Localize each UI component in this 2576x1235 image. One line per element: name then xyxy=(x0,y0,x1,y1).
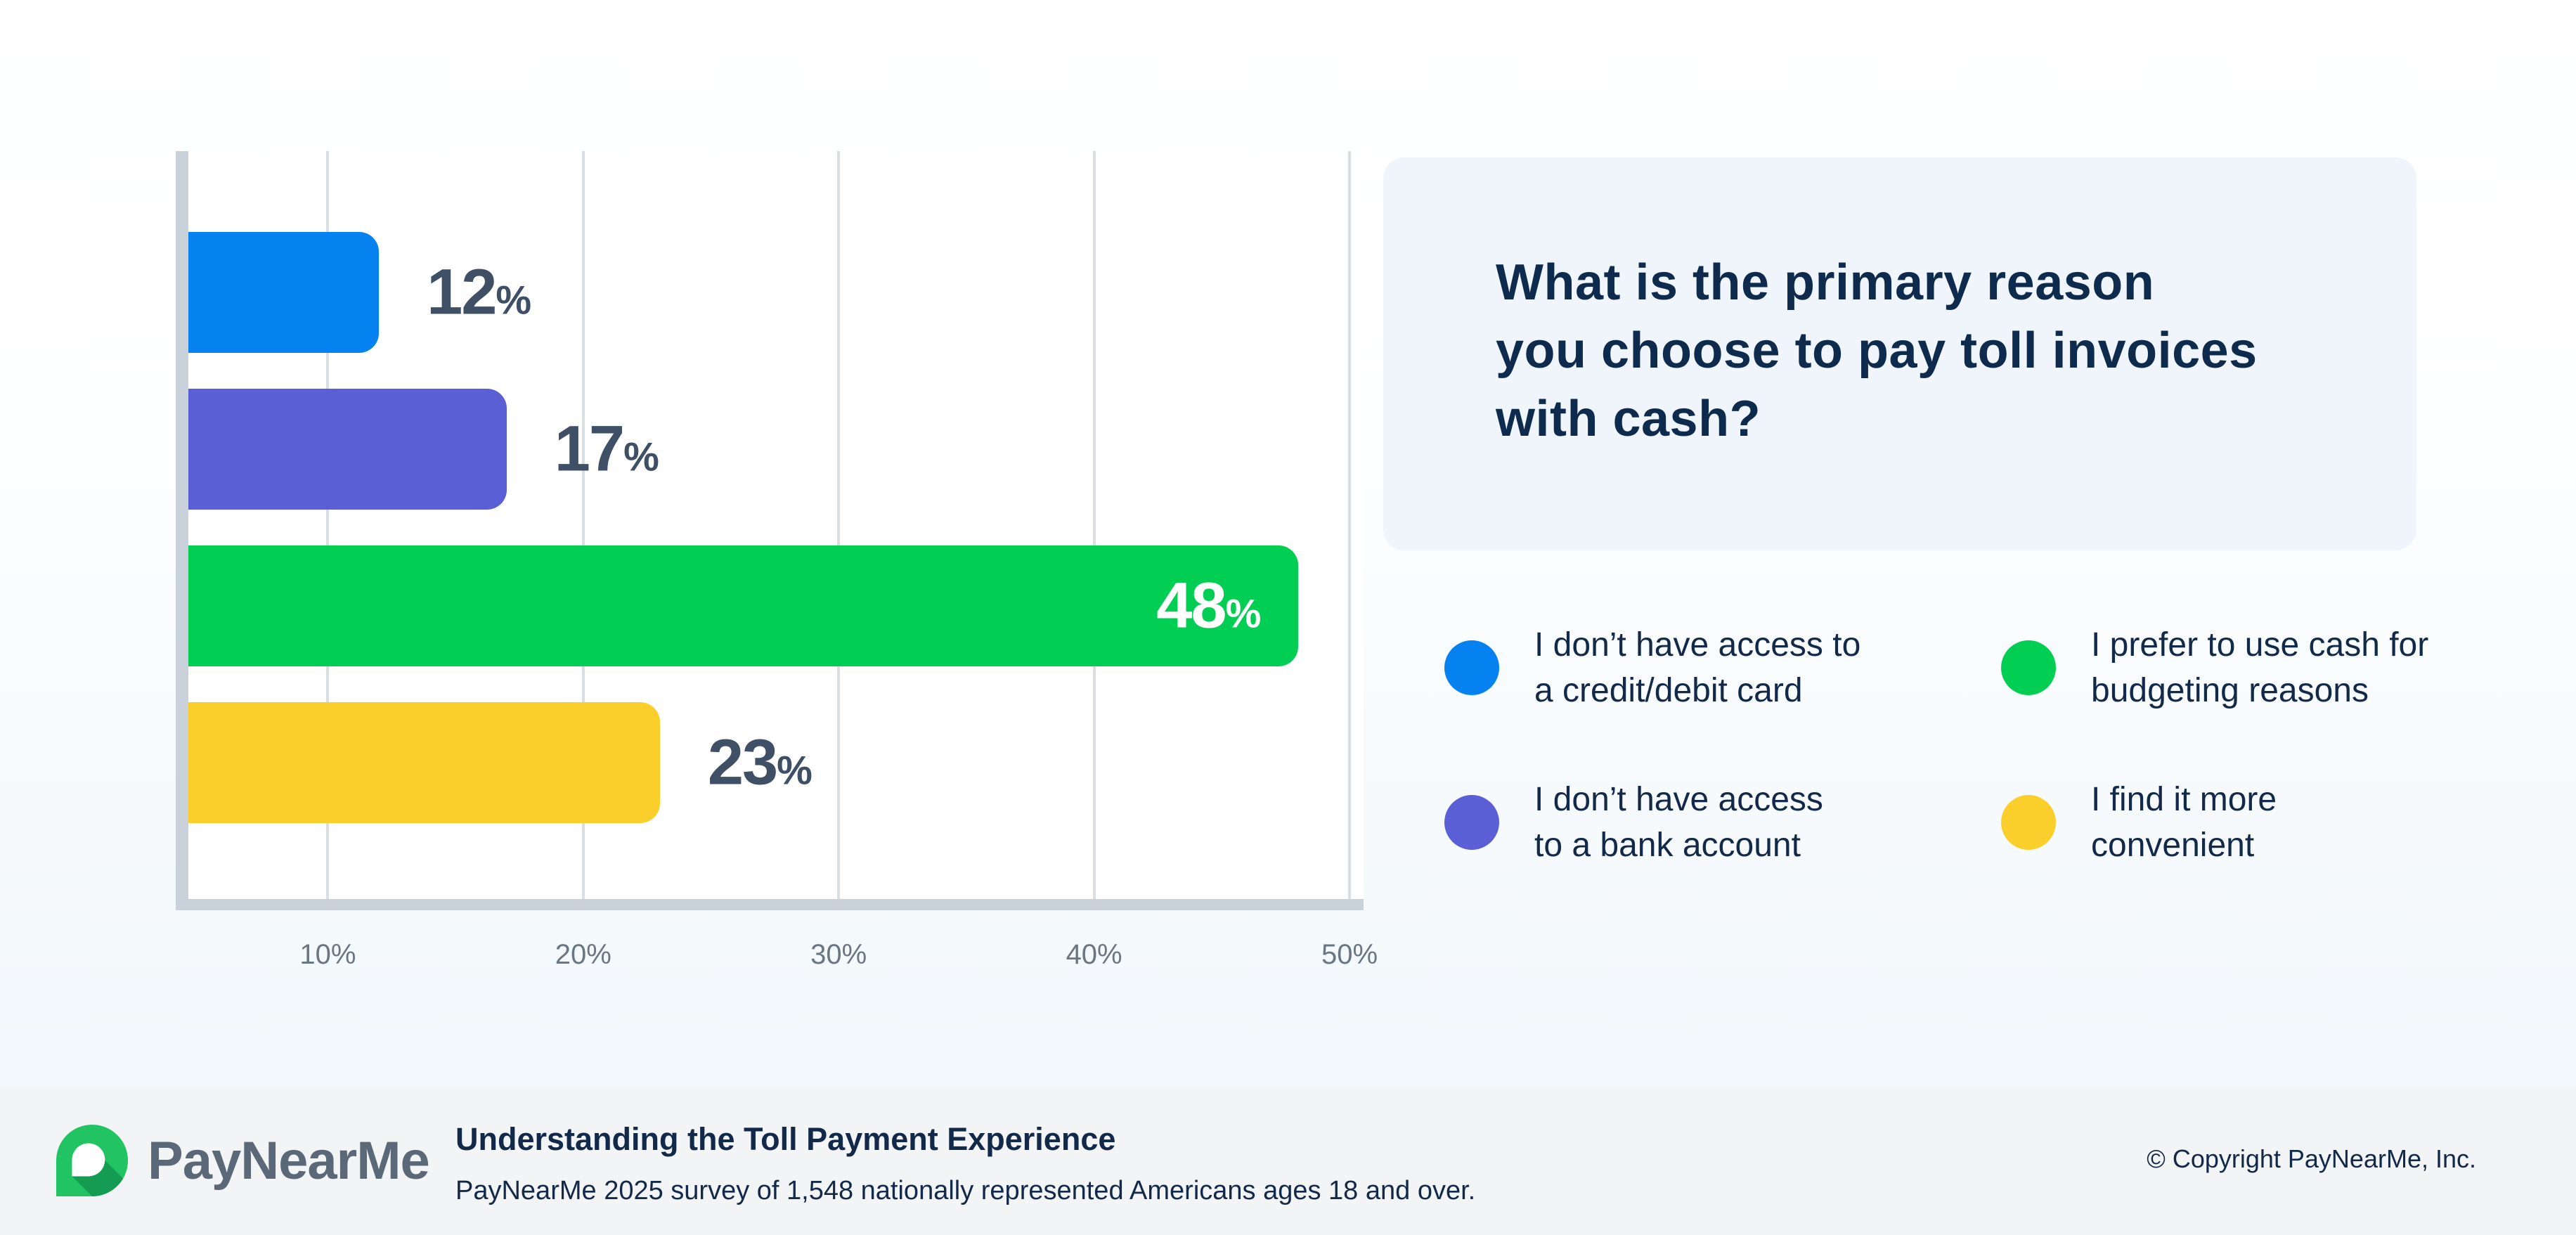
bar xyxy=(188,545,1299,666)
bar-value-number: 17 xyxy=(554,413,625,485)
bar-value-label: 12% xyxy=(427,256,531,330)
footer-title: Understanding the Toll Payment Experienc… xyxy=(455,1121,1116,1157)
bar-value-number: 48 xyxy=(1156,569,1226,642)
chart-question-title: What is the primary reason you choose to… xyxy=(1496,254,2258,447)
legend-label: I don’t have access to a credit/debit ca… xyxy=(1534,626,1861,709)
legend-item: I don’t have access to a bank account xyxy=(1444,777,1823,868)
bar-value-percent-sign: % xyxy=(623,434,659,480)
bar-value-percent-sign: % xyxy=(1225,591,1262,637)
x-tick-label: 20% xyxy=(555,939,611,970)
gridline xyxy=(1092,151,1096,899)
footer: PayNearMe Understanding the Toll Payment… xyxy=(0,1086,2576,1235)
paynearme-logo-icon xyxy=(56,1125,128,1196)
legend-dot-icon xyxy=(2001,640,2056,695)
legend-dot-icon xyxy=(2001,795,2056,850)
gridline xyxy=(326,151,330,899)
bar-value-percent-sign: % xyxy=(777,748,813,794)
x-axis xyxy=(176,899,1364,910)
chart-section: 12% 17% 48% 23% 10% 20% 30% 40% 50% What is the… xyxy=(176,151,2428,970)
gridline xyxy=(581,151,585,899)
bar-value-label: 48% xyxy=(1156,569,1262,643)
x-tick-label: 40% xyxy=(1066,939,1122,970)
bar xyxy=(188,232,380,353)
bar-value-label: 17% xyxy=(554,413,659,486)
x-tick-label: 10% xyxy=(299,939,356,970)
legend-label: I find it more convenient xyxy=(2091,781,2277,864)
legend-label: I prefer to use cash for budgeting reaso… xyxy=(2091,626,2429,709)
bar-value-number: 12 xyxy=(427,256,497,328)
gridline xyxy=(837,151,841,899)
footer-copyright: © Copyright PayNearMe, Inc. xyxy=(2147,1144,2476,1173)
x-tick-label: 30% xyxy=(810,939,867,970)
question-card: What is the primary reason you choose to… xyxy=(1383,157,2416,550)
legend-label: I don’t have access to a bank account xyxy=(1534,781,1823,864)
bar-value-number: 23 xyxy=(707,726,778,798)
bar xyxy=(188,702,660,823)
bar-value-label: 23% xyxy=(707,726,813,800)
y-axis xyxy=(176,151,188,910)
bar xyxy=(188,389,507,510)
legend-item: I find it more convenient xyxy=(2001,777,2277,868)
paynearme-logo: PayNearMe xyxy=(56,1086,430,1235)
legend-dot-icon xyxy=(1444,795,1499,850)
legend-item: I don’t have access to a credit/debit ca… xyxy=(1444,622,1860,713)
x-tick-label: 50% xyxy=(1321,939,1378,970)
footer-subtitle: PayNearMe 2025 survey of 1,548 nationall… xyxy=(455,1176,1476,1205)
brand-wordmark: PayNearMe xyxy=(148,1130,430,1191)
bar-value-percent-sign: % xyxy=(496,278,531,323)
legend-dot-icon xyxy=(1444,640,1499,695)
gridline xyxy=(1348,151,1351,899)
legend-item: I prefer to use cash for budgeting reaso… xyxy=(2001,622,2428,713)
